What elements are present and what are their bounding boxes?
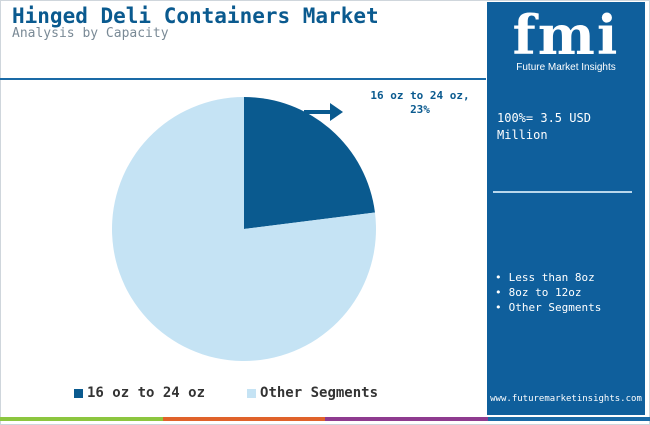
legend-item-16oz-to-24oz: 16 oz to 24 oz — [74, 385, 205, 401]
page-subtitle: Analysis by Capacity — [12, 26, 169, 41]
pie-slice-16-oz-to-24-oz — [244, 97, 375, 229]
legend-label: 16 oz to 24 oz — [87, 385, 206, 401]
bar-segment-blue — [487, 417, 650, 421]
chart-legend: 16 oz to 24 oz Other Segments — [74, 384, 420, 402]
logo-mark: fmi — [512, 3, 620, 67]
pie-slice-other-segments — [112, 97, 376, 361]
segment-list: Less than 8oz 8oz to 12oz Other Segments — [495, 270, 602, 315]
header-divider — [0, 78, 486, 80]
bar-segment-green — [0, 417, 163, 421]
bottom-color-bar — [0, 417, 650, 421]
list-item: Less than 8oz — [495, 270, 601, 285]
arrow-right-icon — [304, 103, 343, 121]
pie-chart-svg — [112, 97, 376, 361]
legend-swatch — [74, 388, 83, 398]
legend-item-other-segments: Other Segments — [247, 385, 378, 401]
page-title: Hinged Deli Containers Market — [12, 4, 379, 28]
slice-callout-label: 16 oz to 24 oz, 23% — [370, 89, 470, 116]
list-item: Other Segments — [495, 300, 602, 315]
fmi-logo: fmi Future Market Insights — [487, 6, 645, 74]
logo-text: Future Market Insights — [516, 62, 616, 73]
bar-segment-purple — [325, 417, 488, 421]
legend-swatch — [247, 388, 257, 398]
bar-segment-orange — [162, 417, 325, 421]
website-url: www.futuremarketinsights.com — [490, 394, 642, 404]
list-item: 8oz to 12oz — [495, 285, 601, 300]
legend-label: Other Segments — [260, 385, 379, 401]
market-total: 100%= 3.5 USD Million — [497, 111, 591, 142]
sidebar-divider — [493, 191, 632, 193]
pie-chart — [0, 80, 486, 380]
info-sidebar: fmi Future Market Insights 100%= 3.5 USD… — [487, 2, 645, 415]
